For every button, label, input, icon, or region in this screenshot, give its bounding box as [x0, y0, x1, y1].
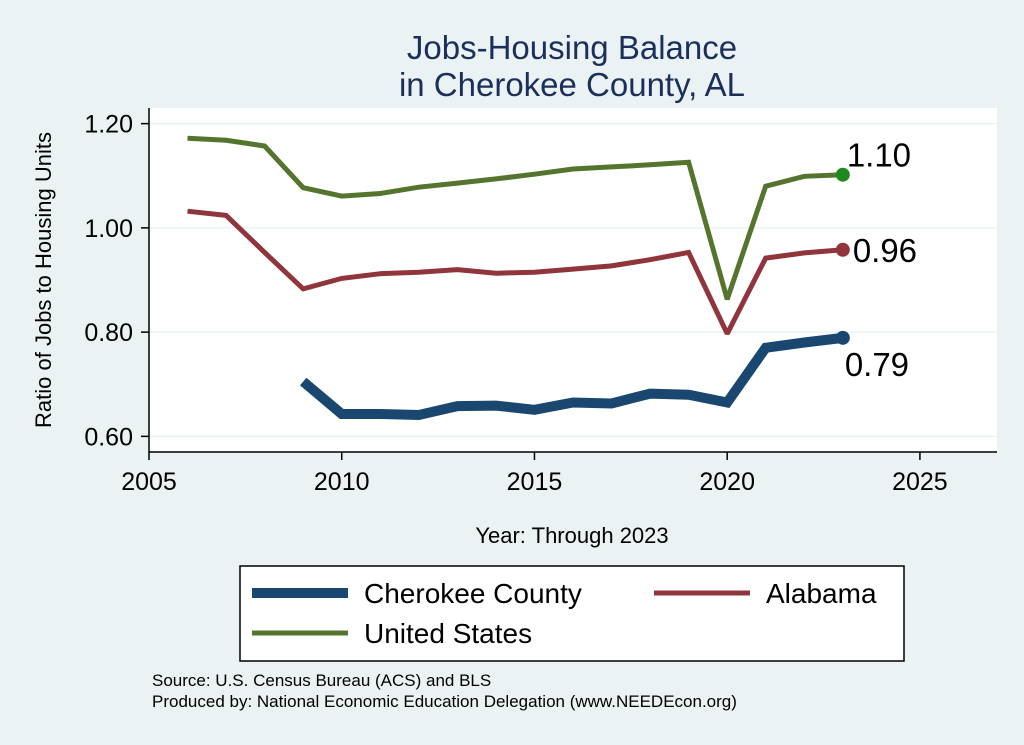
chart-title-line-1: Jobs-Housing Balance [407, 29, 737, 66]
x-tick-label: 2005 [121, 468, 177, 496]
source-note: Source: U.S. Census Bureau (ACS) and BLS [152, 671, 491, 690]
series-line-alabama [187, 208, 844, 335]
end-label-cherokee-county: 0.79 [845, 346, 909, 383]
legend-label-cherokee-county: Cherokee County [364, 578, 582, 609]
legend: Cherokee County Alabama United States [239, 565, 905, 662]
x-tick-label: 2015 [507, 468, 563, 496]
x-tick-label: 2010 [314, 468, 370, 496]
series-line-cherokee-county [299, 332, 844, 421]
series-layer [187, 135, 850, 421]
producer-note: Produced by: National Economic Education… [152, 692, 737, 711]
grid-layer [149, 122, 997, 438]
end-point-united-states [835, 167, 850, 182]
x-tick-label: 2025 [892, 468, 948, 496]
y-tick-label: 0.60 [84, 423, 133, 451]
y-tick-label: 1.00 [84, 215, 133, 243]
end-label-united-states: 1.10 [847, 137, 911, 174]
y-axis-ticks: 0.60 0.80 1.00 1.20 [84, 111, 149, 451]
end-labels: 0.79 0.96 1.10 [845, 137, 917, 383]
legend-box [239, 565, 905, 662]
end-point-cherokee-county [835, 330, 850, 345]
end-point-alabama [835, 242, 850, 257]
y-tick-label: 0.80 [84, 319, 133, 347]
x-tick-label: 2020 [699, 468, 755, 496]
end-label-alabama: 0.96 [853, 232, 917, 269]
legend-label-united-states: United States [364, 618, 532, 649]
y-axis-title: Ratio of Jobs to Housing Units [31, 132, 56, 428]
legend-label-alabama: Alabama [766, 578, 877, 609]
series-line-united-states [187, 135, 843, 301]
chart-title-line-2: in Cherokee County, AL [399, 66, 745, 103]
y-tick-label: 1.20 [84, 111, 133, 139]
x-axis-ticks: 2005 2010 2015 2020 2025 [121, 452, 948, 496]
x-axis-title: Year: Through 2023 [475, 523, 668, 548]
